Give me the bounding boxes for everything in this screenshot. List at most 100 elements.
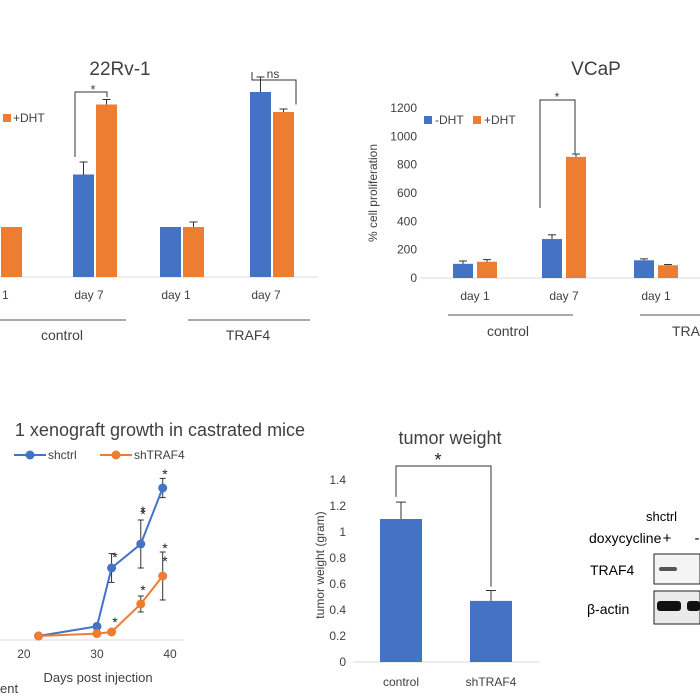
blot-treatment-label: doxycycline: [589, 530, 662, 546]
y-tick-label: 0.6: [329, 577, 346, 591]
x-tick-label: day 1: [641, 289, 671, 303]
sig-label: *: [140, 503, 146, 519]
sig-label: *: [555, 90, 560, 104]
group-label: control: [41, 327, 83, 343]
x-tick-label: day 7: [549, 289, 579, 303]
y-tick-label: 0.4: [329, 603, 346, 617]
sig-label: *: [140, 582, 146, 598]
y-tick-label: 0: [410, 271, 417, 285]
bar: [566, 156, 586, 278]
bar: [380, 519, 422, 662]
y-tick-label: 0.2: [329, 629, 346, 643]
x-tick-label: 20: [17, 647, 31, 661]
legend-marker-shtraf4: [111, 450, 121, 460]
data-point: [92, 621, 102, 631]
y-axis-label: tumor weight (gram): [313, 511, 327, 618]
sig-label: *: [434, 450, 441, 470]
legend-label: +DHT: [484, 113, 516, 127]
x-tick-label: 30: [90, 647, 104, 661]
sig-label: *: [112, 549, 118, 565]
data-point: [92, 629, 102, 639]
y-axis-label: % cell proliferation: [366, 144, 380, 242]
legend-swatch-dht-minus: [424, 116, 432, 124]
sig-label: *: [140, 506, 146, 522]
x-tick-label: day 1: [460, 289, 490, 303]
bar: [542, 239, 562, 278]
bar: [250, 92, 271, 277]
y-tick-label: 1000: [390, 129, 417, 143]
legend-swatch-dht-plus: [473, 116, 481, 124]
blot-band-actin: [687, 601, 700, 611]
sig-bracket: [395, 465, 492, 587]
sig-label: *: [162, 553, 168, 569]
group-label: TRAF: [672, 323, 700, 339]
bar: [183, 227, 204, 277]
sig-label: *: [112, 614, 118, 630]
chart-title: 22Rv-1: [89, 59, 150, 80]
x-tick-label: 40: [163, 647, 177, 661]
data-point: [136, 599, 146, 609]
y-axis-label-fragment: ent: [0, 681, 18, 696]
y-tick-label: 1: [339, 525, 346, 539]
y-tick-label: 200: [397, 243, 417, 257]
x-tick-label: day 1: [0, 288, 9, 302]
legend-label: -DHT: [435, 113, 464, 127]
chart-title: VCaP: [571, 59, 621, 80]
bar: [658, 265, 678, 278]
chart-vcap: VCaP 1200 1000 800 600 400 200 0 % cell prolifer…: [366, 59, 700, 339]
y-tick-label: 0.8: [329, 551, 346, 565]
sig-bracket: [74, 91, 108, 157]
blot-band-actin: [657, 601, 681, 611]
bar: [73, 174, 94, 277]
legend-swatch-dht-plus: [3, 114, 11, 122]
sig-label: *: [162, 540, 168, 556]
bar: [1, 227, 22, 277]
y-tick-label: 1200: [390, 101, 417, 115]
legend-marker-shctrl: [25, 450, 35, 460]
sig-label: *: [162, 466, 168, 482]
blot-row-label: β-actin: [587, 601, 629, 617]
chart-xenograft-growth: 1 xenograft growth in castrated mice 20 30…: [0, 420, 305, 696]
data-point: [136, 539, 146, 549]
data-point: [158, 571, 168, 581]
sig-label: *: [90, 82, 95, 97]
blot-group-label: shctrl: [646, 509, 677, 524]
x-tick-label: day 7: [251, 288, 281, 302]
lane-sign: -: [695, 530, 700, 547]
y-tick-label: 1.4: [329, 473, 346, 487]
x-tick-label: shTRAF4: [466, 675, 517, 689]
bar: [634, 260, 654, 278]
group-label: TRAF4: [226, 327, 271, 343]
lane-sign: +: [663, 530, 672, 547]
data-point: [158, 483, 168, 493]
x-tick-label: day 7: [74, 288, 104, 302]
x-tick-label: day 1: [161, 288, 191, 302]
legend-label: shTRAF4: [134, 448, 185, 462]
chart-title: 1 xenograft growth in castrated mice: [15, 420, 305, 440]
y-tick-label: 1.2: [329, 499, 346, 513]
chart-tumor-weight: tumor weight tumor weight (gram) 1.4 1.2 1 0.…: [313, 428, 540, 689]
y-tick-label: 600: [397, 186, 417, 200]
blot-band-traf4: [659, 567, 677, 571]
legend-label: shctrl: [48, 448, 77, 462]
bar: [477, 261, 497, 278]
chart-title: tumor weight: [398, 428, 501, 448]
data-point: [107, 627, 117, 637]
sig-label: ns: [267, 67, 280, 81]
data-point: [34, 631, 44, 641]
bar: [160, 227, 181, 277]
bar: [96, 104, 117, 277]
bar: [453, 263, 473, 278]
blot-row-label: TRAF4: [590, 562, 635, 578]
western-blot: shctrl doxycycline + - TRAF4 β-actin: [587, 509, 700, 625]
bar: [273, 112, 294, 277]
sig-bracket: [539, 99, 576, 208]
y-tick-label: 800: [397, 158, 417, 172]
bar: [470, 600, 512, 662]
data-point: [107, 563, 117, 573]
x-axis-label: Days post injection: [43, 670, 152, 685]
group-label: control: [487, 323, 529, 339]
legend-label: +DHT: [13, 111, 45, 125]
sig-bracket: [251, 72, 297, 105]
